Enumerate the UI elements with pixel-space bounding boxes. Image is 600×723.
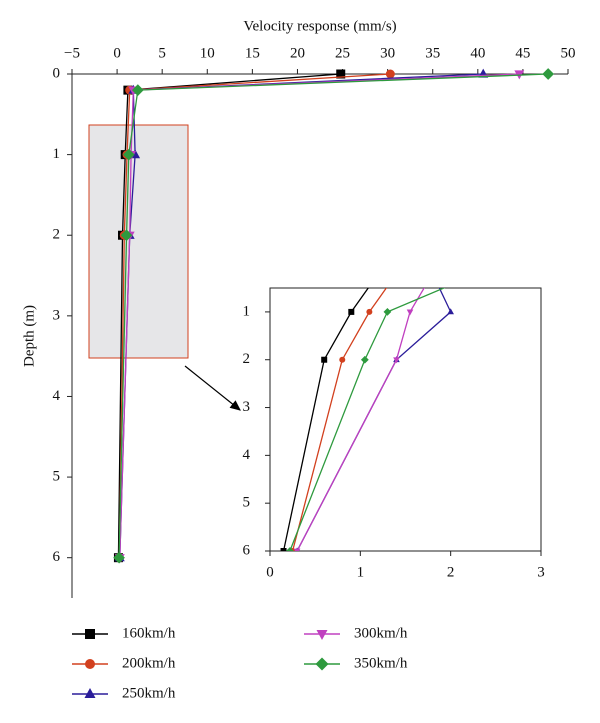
plot-area [280, 270, 482, 551]
x-axis-title: Velocity response (mm/s) [243, 18, 396, 34]
y-tick-label: 5 [53, 469, 61, 485]
marker [339, 356, 346, 363]
marker [280, 548, 287, 551]
y-tick-label: 3 [53, 307, 61, 323]
x-tick-label: 45 [515, 45, 530, 61]
y-axis-title: Depth (m) [21, 305, 37, 367]
marker [360, 355, 369, 364]
y-tick-label: 6 [53, 549, 61, 565]
x-tick-label: 3 [537, 564, 545, 580]
marker [375, 271, 381, 277]
x-tick-label: 40 [470, 45, 485, 61]
marker [366, 308, 373, 315]
y-tick-label: 4 [53, 388, 61, 404]
legend-label: 350km/h [354, 655, 408, 671]
x-tick-label: 15 [245, 45, 260, 61]
y-tick-label: 1 [53, 146, 61, 162]
legend-label: 200km/h [122, 655, 176, 671]
marker [385, 69, 395, 79]
marker [447, 308, 454, 315]
x-tick-label: −5 [64, 45, 80, 61]
marker [429, 271, 436, 277]
x-tick-label: 50 [561, 45, 576, 61]
marker [429, 270, 436, 276]
zoom-arrow [184, 365, 241, 411]
x-tick-label: 20 [290, 45, 305, 61]
y-tick-label: 5 [243, 495, 251, 511]
x-tick-label: 0 [113, 45, 121, 61]
plot-area [113, 68, 555, 564]
legend-label: 160km/h [122, 625, 176, 641]
x-tick-label: 0 [266, 564, 274, 580]
marker [293, 548, 301, 551]
zoom-region [88, 124, 189, 359]
marker [383, 308, 392, 316]
x-tick-label: 5 [158, 45, 166, 61]
x-tick-label: 30 [380, 45, 395, 61]
y-tick-label: 2 [243, 351, 251, 367]
legend-label: 300km/h [354, 625, 408, 641]
x-tick-label: 2 [447, 564, 455, 580]
y-tick-label: 0 [53, 65, 61, 81]
marker [85, 629, 95, 639]
marker [85, 659, 95, 669]
x-tick-label: 35 [425, 45, 440, 61]
marker [316, 630, 328, 640]
marker [393, 271, 399, 277]
marker [406, 309, 414, 316]
marker [122, 148, 135, 161]
marker [393, 357, 400, 364]
marker [336, 69, 346, 79]
marker [131, 84, 144, 96]
y-tick-label: 1 [243, 303, 251, 319]
marker [321, 356, 328, 363]
x-tick-label: 10 [200, 45, 215, 61]
y-tick-label: 4 [243, 447, 251, 463]
x-tick-label: 25 [335, 45, 350, 61]
marker [120, 229, 133, 242]
marker [285, 547, 294, 551]
marker [113, 551, 125, 564]
legend-label: 250km/h [122, 685, 176, 701]
x-tick-label: 1 [357, 564, 365, 580]
marker [348, 308, 355, 315]
marker [542, 68, 555, 80]
marker [474, 270, 482, 278]
y-tick-label: 3 [243, 399, 251, 415]
y-tick-label: 6 [243, 542, 251, 558]
inset-frame [269, 287, 542, 552]
marker [84, 688, 96, 698]
y-tick-label: 2 [53, 227, 61, 243]
marker [315, 657, 329, 671]
